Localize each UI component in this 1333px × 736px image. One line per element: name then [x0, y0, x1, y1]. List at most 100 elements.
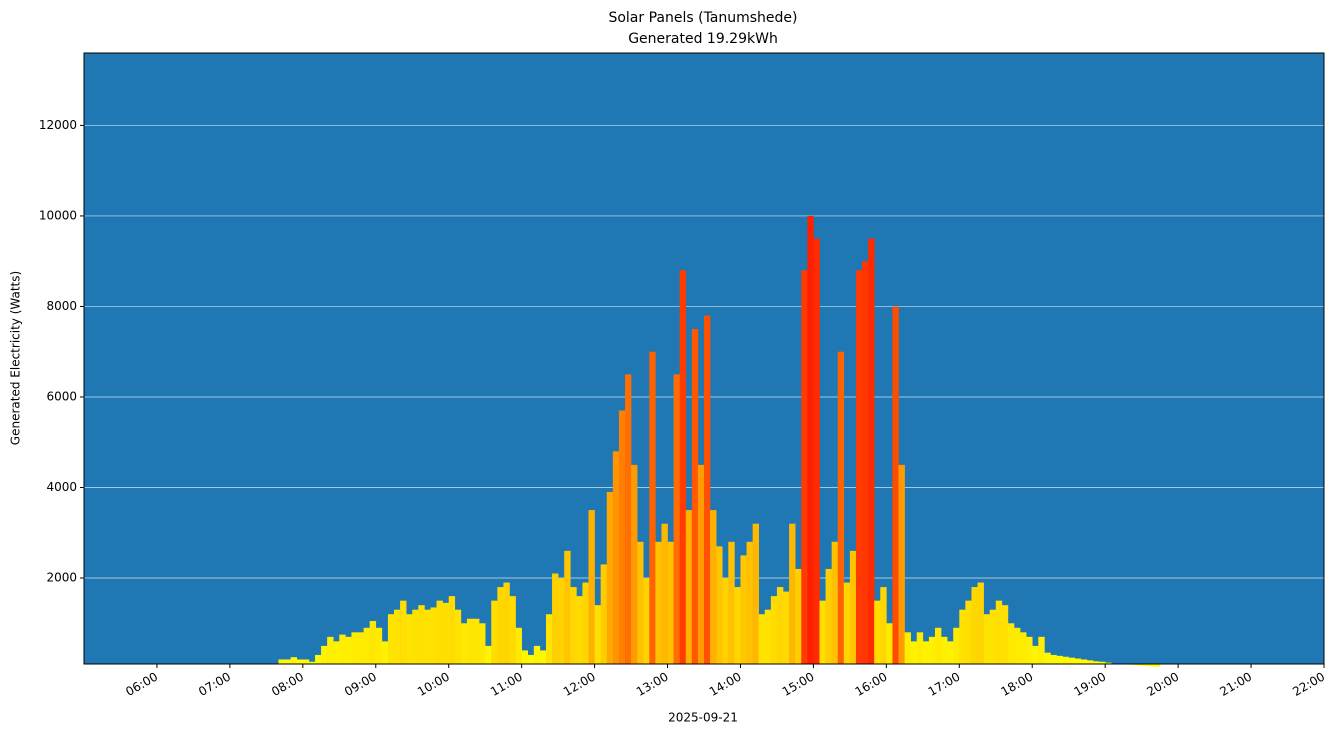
bar [649, 351, 656, 664]
bar [941, 636, 948, 664]
bar [545, 614, 553, 664]
bar [734, 587, 741, 664]
bar [1068, 657, 1076, 664]
bar [1044, 652, 1051, 664]
y-tick-label: 2000 [46, 571, 77, 585]
bar [746, 541, 753, 664]
x-tick-label: 10:00 [415, 670, 452, 699]
bar [406, 614, 413, 664]
bar [849, 550, 857, 664]
bar [679, 270, 687, 664]
bar [606, 492, 614, 664]
bar [855, 270, 863, 664]
bar [1050, 654, 1057, 664]
bar [783, 591, 790, 664]
bar [1147, 664, 1155, 667]
bar [394, 609, 401, 664]
bar [296, 659, 304, 664]
bar [825, 568, 832, 664]
bar [977, 582, 984, 664]
bar [466, 618, 474, 664]
bar [302, 659, 310, 664]
bar [722, 578, 729, 664]
bar [1093, 661, 1100, 664]
bar [886, 623, 893, 664]
bar [436, 600, 443, 664]
bar [1056, 655, 1063, 664]
bar [618, 410, 626, 664]
bar [685, 510, 693, 664]
bar [570, 587, 577, 664]
y-tick-label: 12000 [39, 118, 77, 132]
bar [716, 546, 723, 664]
bar [770, 596, 778, 664]
bar [892, 306, 899, 664]
bar [375, 627, 383, 664]
bar [314, 654, 322, 664]
bar [752, 523, 760, 664]
bar [600, 564, 608, 664]
bar [959, 609, 966, 664]
bar [454, 609, 462, 664]
bar [1032, 645, 1039, 664]
chart-subtitle: Generated 19.29kWh [628, 31, 778, 47]
bar [351, 632, 358, 664]
bar [928, 636, 936, 664]
bar [1074, 658, 1082, 664]
bar [947, 641, 954, 664]
bar [637, 541, 644, 664]
bar [278, 659, 285, 664]
bar [1080, 659, 1088, 664]
x-tick-label: 18:00 [999, 670, 1036, 699]
bar [764, 609, 772, 664]
bar [819, 600, 826, 664]
bar [874, 600, 881, 664]
bar [868, 238, 875, 664]
bar [594, 605, 601, 664]
bar [527, 654, 535, 664]
bar [758, 614, 766, 664]
x-tick-label: 16:00 [853, 670, 890, 699]
bar [1135, 664, 1142, 666]
x-tick-label: 07:00 [196, 670, 233, 699]
bar [503, 582, 510, 664]
x-tick-label: 21:00 [1217, 670, 1254, 699]
bar [813, 238, 820, 664]
bar [740, 555, 747, 664]
bar [363, 627, 370, 664]
plot-frame [83, 52, 1325, 665]
bar [776, 587, 784, 664]
x-tick-label: 19:00 [1071, 670, 1108, 699]
bar [460, 623, 468, 664]
bar [539, 650, 547, 664]
x-tick-label: 14:00 [707, 670, 744, 699]
y-tick-label: 10000 [39, 208, 77, 222]
x-tick-label: 06:00 [123, 670, 160, 699]
bar [533, 645, 541, 664]
bar [552, 573, 559, 664]
x-tick-label: 15:00 [780, 670, 817, 699]
x-axis-label: 2025-09-21 [668, 711, 738, 725]
bar [424, 609, 431, 664]
bar [430, 607, 437, 664]
bar [1141, 664, 1149, 666]
bar [971, 587, 978, 664]
bar [1099, 661, 1106, 664]
x-tick-label: 22:00 [1290, 670, 1327, 699]
bar [1007, 623, 1015, 664]
bar [284, 659, 291, 664]
bar [801, 270, 808, 664]
bar [497, 587, 504, 664]
bar [308, 661, 316, 664]
y-tick-label: 6000 [46, 389, 77, 403]
bar [995, 600, 1003, 664]
bar [582, 582, 589, 664]
bar [339, 634, 346, 664]
bar [479, 623, 486, 664]
bar [321, 645, 328, 664]
x-tick-label: 11:00 [488, 670, 525, 699]
bar [381, 641, 389, 664]
bar [862, 261, 869, 664]
bar [1105, 662, 1112, 664]
